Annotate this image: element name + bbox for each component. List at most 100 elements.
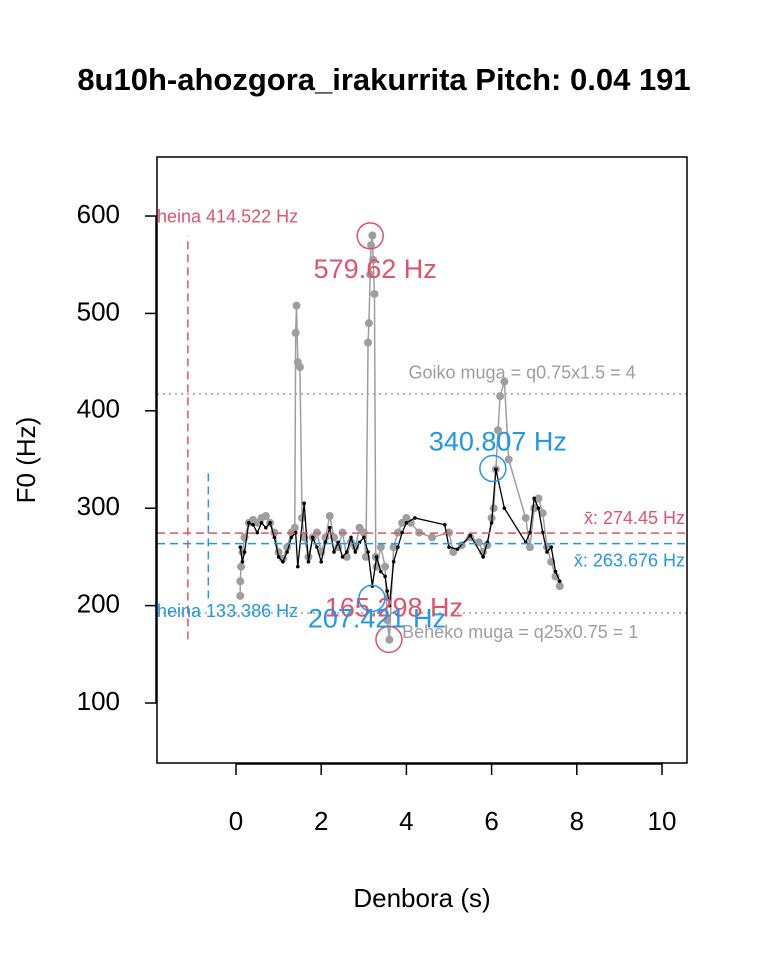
series-point [289,535,294,540]
range-label: heina 414.522 Hz [157,207,298,227]
series-point [376,543,385,552]
series-point [391,559,396,564]
series-point [353,550,358,554]
series-point [246,521,251,525]
series-point [489,504,498,513]
series-point [385,635,394,644]
series-point [315,545,319,549]
max-label: 579.62 Hz [314,254,437,284]
series-point [536,506,541,511]
series-point [295,362,304,371]
series-point [374,555,379,559]
series-point [340,555,345,559]
series-point [442,522,447,527]
chart-title: 8u10h-ahozgora_irakurrita Pitch: 0.04 19… [77,62,690,97]
series-point [504,455,513,464]
series-point [259,521,264,525]
series-point [325,512,334,521]
series-point [528,530,532,535]
series-point [285,550,289,554]
series-point [310,535,315,540]
plot-frame [156,156,688,764]
plot-area: Goiko muga = q0.75x1.5 = 4 Beheko muga = … [157,207,687,654]
series-point [306,559,311,564]
series-point [551,572,560,581]
series-point [413,516,417,520]
series-point [292,301,301,310]
mean-label: x̄: 274.45 Hz [584,508,685,528]
series-point [549,545,554,549]
x-tick-label: 8 [570,806,584,836]
series-point [521,513,530,522]
bound-label: Goiko muga = q0.75x1.5 = 4 [409,363,636,383]
max-marker [356,222,384,250]
series-point [264,525,268,530]
y-tick-label: 200 [77,588,120,618]
series-point [379,569,383,574]
y-tick-label: 500 [77,296,120,326]
max-label: 340.807 Hz [429,427,567,457]
series-point [494,467,498,472]
series-point [367,241,376,250]
series-point [327,525,332,530]
series-point [276,555,281,559]
x-tick-label: 6 [484,806,498,836]
series-point [251,522,255,527]
series-point [366,550,370,554]
x-tick-label: 2 [314,806,328,836]
min-marker [375,625,403,654]
series-point [268,521,272,525]
x-tick-label: 0 [229,806,243,836]
y-axis-label: F0 (Hz) [11,417,41,504]
series-point [255,530,260,535]
series-point [370,289,379,298]
series-point [534,494,543,503]
series-point [500,377,509,386]
min-label: 207.421 Hz [308,604,446,634]
series-point [302,501,306,506]
series-point [349,535,353,540]
series-point [385,589,390,593]
y-tick-label: 400 [77,394,120,424]
series-point [455,547,460,551]
series-point [261,512,270,521]
series-point [396,545,400,549]
series-point [290,523,299,532]
series-point [525,543,534,552]
series-point [555,582,564,591]
series-point [383,616,392,625]
series-point [362,535,366,540]
series-point [359,528,368,537]
series-point [447,545,451,549]
series-point [496,392,505,401]
series-point [281,559,285,564]
series-point [295,564,300,569]
min-marker [358,584,386,613]
min-label: 165.298 Hz [325,593,463,623]
series-point [449,548,458,557]
series-point [400,530,404,535]
series-point [240,559,245,564]
series-point [364,319,373,328]
series-point [319,559,324,564]
series-point [238,545,243,549]
series-point [493,426,502,435]
x-tick-label: 4 [399,806,413,836]
range-label: heina 133.386 Hz [157,601,298,621]
series-point [383,574,387,579]
series-point [545,550,549,554]
series-point [538,509,547,518]
series-point [387,603,392,608]
max-marker [479,454,507,483]
series-point [389,543,398,552]
series-point [427,533,436,542]
series-point [557,579,562,584]
series-point [364,338,373,347]
series-point [404,521,409,525]
series-point [242,550,247,554]
series-point [366,270,375,279]
series-point [237,562,246,571]
series-point [468,533,473,538]
y-tick-label: 300 [77,491,120,521]
series-point [481,555,485,559]
